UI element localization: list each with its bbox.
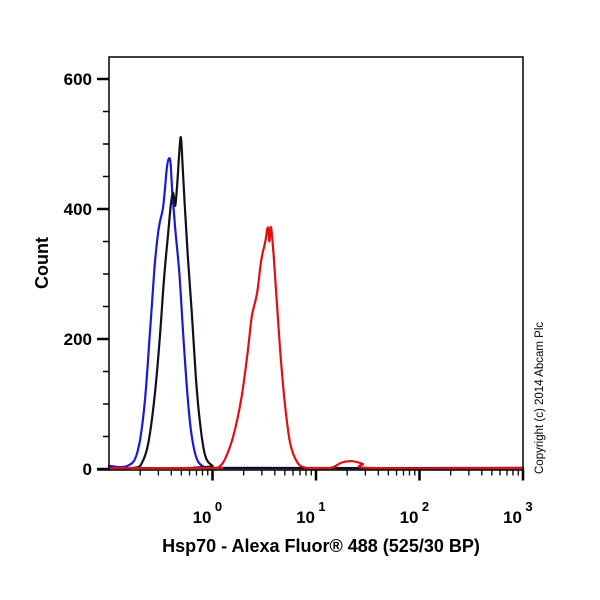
x-tick-exponent: 2	[422, 499, 429, 514]
x-tick-label: 10	[193, 508, 212, 527]
x-tick-label: 10	[296, 508, 315, 527]
x-tick-base: 10	[193, 508, 212, 527]
copyright-notice: Copyright (c) 2014 Abcam Plc	[534, 322, 546, 474]
y-tick-label: 0	[83, 460, 92, 479]
x-axis-title: Hsp70 - Alexa Fluor® 488 (525/30 BP)	[162, 536, 480, 556]
y-tick-label: 200	[64, 330, 92, 349]
x-tick-exponent: 1	[318, 499, 325, 514]
y-axis-title: Count	[32, 237, 52, 289]
y-tick-label: 400	[64, 200, 92, 219]
x-tick-base: 10	[296, 508, 315, 527]
y-axis: 0 200 400 600	[64, 70, 109, 479]
x-tick-exponent: 0	[215, 499, 222, 514]
histogram-curves	[107, 136, 525, 470]
histogram-curve-red	[107, 226, 525, 470]
x-tick-base: 10	[400, 508, 419, 527]
x-tick-label: 10	[400, 508, 419, 527]
y-tick-label: 600	[64, 70, 92, 89]
x-tick-base: 10	[503, 508, 522, 527]
x-tick-exponent: 3	[525, 499, 532, 514]
histogram-curve-blue	[107, 157, 525, 470]
histogram-curve-black	[107, 136, 525, 470]
x-tick-label: 10	[503, 508, 522, 527]
